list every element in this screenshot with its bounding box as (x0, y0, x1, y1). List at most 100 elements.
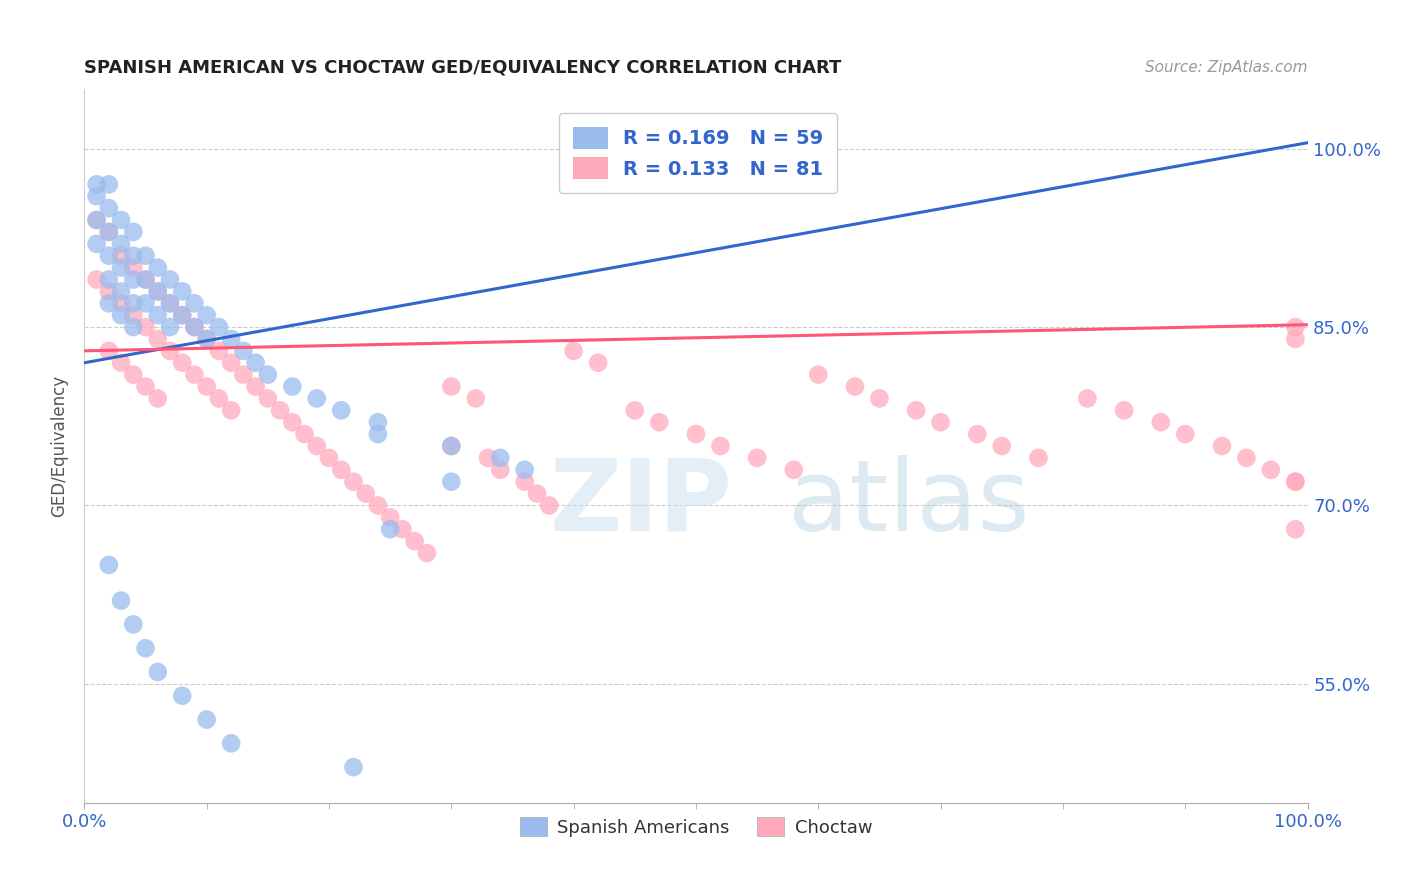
Point (135, 379, 157, 393)
Point (440, 439, 463, 453)
Point (122, 320, 145, 334)
Point (172, 689, 194, 703)
Point (172, 308, 194, 322)
Point (110, 308, 132, 322)
Point (122, 368, 145, 382)
Point (122, 617, 145, 632)
Point (1284, 320, 1306, 334)
Text: Source: ZipAtlas.com: Source: ZipAtlas.com (1144, 60, 1308, 75)
Point (110, 593, 132, 607)
Point (146, 260, 169, 275)
Point (86, 213, 108, 227)
Point (966, 427, 988, 442)
Point (869, 392, 891, 406)
Point (159, 296, 181, 310)
Point (183, 320, 205, 334)
Point (538, 499, 561, 513)
Point (367, 427, 389, 442)
Point (245, 379, 267, 393)
Point (208, 343, 231, 358)
Point (135, 272, 157, 286)
Point (991, 439, 1014, 453)
Point (281, 379, 304, 393)
Point (330, 463, 353, 477)
Point (648, 415, 671, 429)
Point (172, 356, 194, 370)
Point (380, 510, 402, 524)
Text: SPANISH AMERICAN VS CHOCTAW GED/EQUIVALENCY CORRELATION CHART: SPANISH AMERICAN VS CHOCTAW GED/EQUIVALE… (84, 59, 842, 77)
Point (135, 272, 157, 286)
Point (219, 332, 242, 346)
Point (97, 225, 120, 239)
Point (122, 249, 145, 263)
Point (122, 308, 145, 322)
Point (245, 356, 267, 370)
Point (380, 522, 402, 536)
Point (1114, 403, 1136, 417)
Point (257, 392, 280, 406)
Point (305, 439, 328, 453)
Point (135, 249, 157, 263)
Point (208, 320, 231, 334)
Point (391, 522, 413, 536)
Point (1028, 450, 1050, 465)
Point (97, 272, 120, 286)
Point (146, 285, 169, 299)
Point (110, 213, 132, 227)
Point (110, 285, 132, 299)
Point (86, 189, 108, 203)
Point (586, 356, 609, 370)
Point (1174, 427, 1197, 442)
Point (1284, 475, 1306, 489)
Point (232, 343, 254, 358)
Point (97, 201, 120, 215)
Point (172, 308, 194, 322)
Point (86, 213, 108, 227)
Point (1284, 332, 1306, 346)
Point (844, 379, 866, 393)
Point (513, 475, 536, 489)
Point (367, 499, 389, 513)
Point (97, 296, 120, 310)
Point (685, 427, 707, 442)
Point (269, 403, 291, 417)
Point (305, 392, 328, 406)
Point (1284, 522, 1306, 536)
Point (159, 343, 181, 358)
Point (135, 320, 157, 334)
Point (464, 392, 486, 406)
Point (257, 368, 280, 382)
Point (97, 225, 120, 239)
Point (195, 308, 218, 322)
Point (281, 415, 304, 429)
Point (122, 296, 145, 310)
Point (929, 415, 952, 429)
Legend: Spanish Americans, Choctaw: Spanish Americans, Choctaw (512, 810, 880, 844)
Point (195, 713, 218, 727)
Point (97, 285, 120, 299)
Point (146, 285, 169, 299)
Point (159, 272, 181, 286)
Point (146, 665, 169, 679)
Y-axis label: GED/Equivalency: GED/Equivalency (51, 375, 69, 517)
Point (110, 260, 132, 275)
Point (489, 463, 512, 477)
Point (122, 225, 145, 239)
Point (1150, 415, 1173, 429)
Point (146, 392, 169, 406)
Point (135, 641, 157, 656)
Point (526, 486, 548, 500)
Point (1211, 439, 1233, 453)
Point (318, 450, 340, 465)
Point (183, 320, 205, 334)
Point (219, 736, 242, 750)
Point (183, 368, 205, 382)
Point (562, 343, 585, 358)
Point (146, 332, 169, 346)
Point (183, 296, 205, 310)
Point (86, 272, 108, 286)
Point (489, 450, 512, 465)
Point (97, 343, 120, 358)
Point (195, 332, 218, 346)
Point (146, 308, 169, 322)
